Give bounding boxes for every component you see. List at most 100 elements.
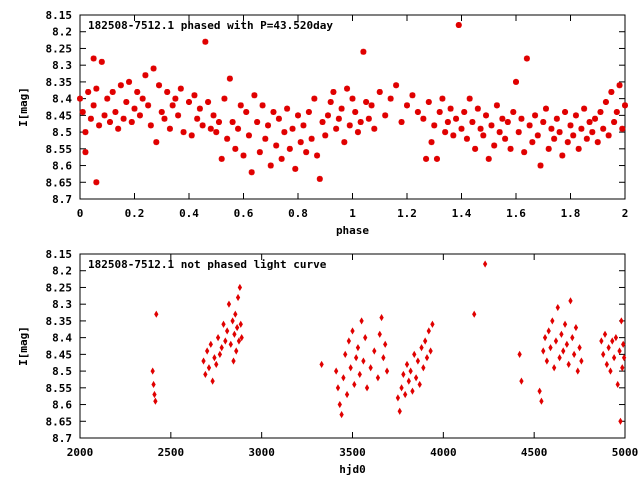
x-tick-label: 0	[77, 207, 84, 220]
data-point	[365, 115, 372, 122]
data-point	[573, 324, 579, 332]
data-point	[578, 125, 585, 132]
data-point	[231, 357, 236, 365]
x-tick-label: 1.4	[452, 207, 472, 220]
data-point	[199, 122, 206, 129]
data-point	[237, 102, 244, 109]
data-point	[537, 387, 542, 395]
data-point	[333, 125, 340, 132]
data-point	[458, 125, 465, 132]
data-point	[248, 169, 255, 176]
data-point	[145, 102, 152, 109]
data-point	[85, 88, 92, 95]
y-tick-label: 8.5	[52, 365, 72, 378]
data-point	[339, 410, 344, 419]
data-point	[357, 370, 362, 379]
data-point	[428, 139, 435, 146]
data-point	[491, 142, 498, 149]
data-point	[383, 340, 388, 348]
data-point	[223, 337, 228, 345]
data-point	[175, 112, 182, 119]
data-point	[406, 377, 411, 385]
data-point	[368, 364, 373, 372]
chart-title: 182508-7512.1 phased with P=43.520day	[88, 19, 333, 32]
data-point	[546, 327, 551, 335]
data-point	[134, 88, 141, 95]
data-point	[541, 347, 546, 355]
data-point	[550, 317, 555, 325]
data-point	[338, 105, 345, 112]
data-point	[399, 384, 404, 392]
data-point	[556, 129, 563, 136]
data-point	[172, 95, 179, 102]
data-point	[382, 112, 389, 119]
y-axis-title: I[mag]	[17, 87, 30, 127]
data-point	[215, 119, 222, 126]
data-point	[553, 115, 560, 122]
data-point	[557, 354, 562, 362]
x-axis-title: phase	[336, 224, 369, 237]
data-point	[232, 145, 239, 152]
y-tick-label: 8.6	[52, 160, 72, 173]
data-point	[572, 112, 579, 119]
data-point	[278, 155, 285, 162]
y-tick-label: 8.65	[46, 176, 73, 189]
data-point	[319, 119, 326, 126]
y-axis-title: I[mag]	[17, 326, 30, 366]
data-point	[544, 357, 550, 365]
data-point	[619, 317, 624, 325]
phased-light-curve-panel: 8.15 8.2 8.25 8.3 8.35 8.4 8.45 8.5 8.55 8.6 8.65 8…	[17, 9, 628, 237]
data-point	[568, 297, 573, 305]
data-point	[421, 364, 426, 372]
data-point	[152, 390, 157, 399]
data-point	[551, 135, 558, 142]
y-tick-label: 8.2	[52, 26, 72, 39]
data-point	[613, 334, 619, 342]
y-tick-label: 8.6	[52, 399, 72, 412]
data-point	[158, 109, 165, 116]
data-point	[191, 92, 198, 99]
data-point	[335, 115, 342, 122]
data-point	[564, 139, 571, 146]
data-point	[523, 55, 530, 62]
data-point	[245, 132, 252, 139]
data-point	[353, 354, 359, 362]
data-point	[239, 334, 244, 342]
data-point	[218, 155, 225, 162]
data-point	[93, 179, 100, 186]
y-tick-label: 8.7	[52, 193, 72, 206]
data-point	[548, 344, 553, 352]
data-point	[357, 119, 364, 126]
data-point	[104, 95, 111, 102]
data-point	[412, 350, 417, 358]
y-tick-label: 8.15	[46, 9, 73, 22]
data-point	[207, 125, 214, 132]
data-point	[213, 129, 220, 136]
data-point	[166, 125, 173, 132]
data-point	[79, 109, 86, 116]
data-point	[177, 85, 184, 92]
data-point	[592, 115, 599, 122]
data-point	[581, 105, 588, 112]
data-points	[77, 22, 628, 186]
data-point	[518, 115, 525, 122]
data-point	[534, 132, 541, 139]
data-point	[237, 283, 243, 292]
x-tick-label: 1	[349, 207, 356, 220]
data-point	[559, 152, 566, 159]
data-point	[221, 95, 228, 102]
data-point	[621, 340, 626, 348]
data-point	[540, 119, 547, 126]
data-point	[433, 155, 440, 162]
data-point	[203, 370, 208, 379]
data-point	[314, 152, 321, 159]
data-point	[466, 95, 473, 102]
data-point	[577, 344, 582, 352]
data-point	[602, 330, 608, 338]
y-tick-label: 8.35	[46, 76, 73, 89]
data-point	[463, 135, 470, 142]
y-tick-label: 8.35	[46, 315, 73, 328]
data-point	[499, 115, 506, 122]
data-point	[186, 98, 192, 105]
